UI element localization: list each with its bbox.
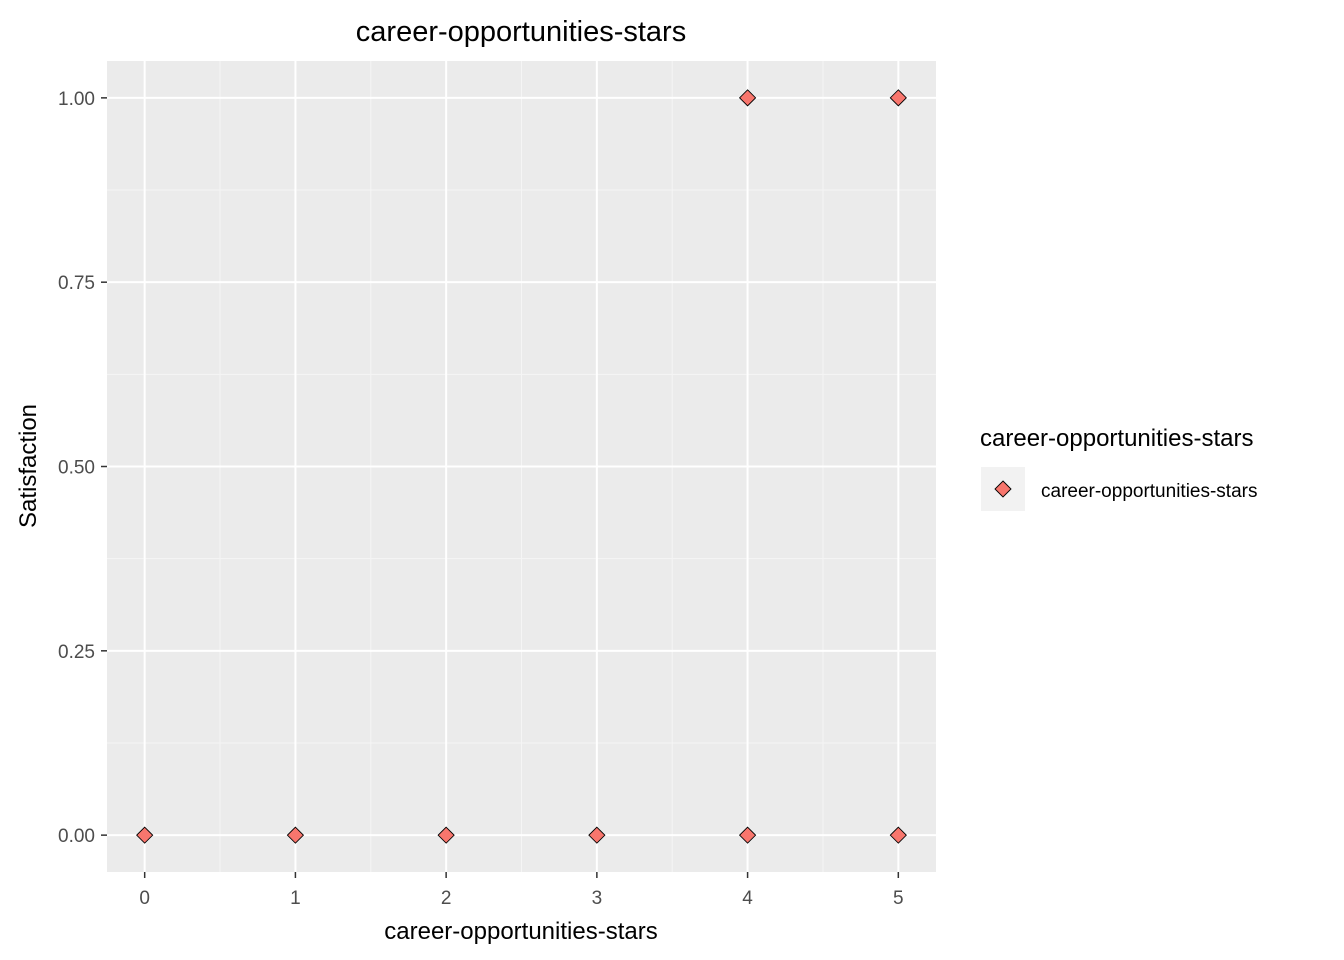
- data-point: [437, 826, 455, 844]
- x-tick-label: 0: [139, 888, 150, 909]
- legend-title: career-opportunities-stars: [980, 425, 1253, 452]
- legend-entry-label: career-opportunities-stars: [1041, 481, 1257, 502]
- data-point: [738, 89, 757, 107]
- data-point: [286, 826, 305, 844]
- y-tick-label: 0.00: [58, 826, 95, 847]
- y-tick-label: 1.00: [58, 89, 95, 110]
- y-axis-title: Satisfaction: [15, 404, 42, 528]
- data-points: [136, 89, 907, 844]
- legend-diamond-marker: [994, 480, 1012, 498]
- data-point: [889, 826, 907, 844]
- x-tick-label: 4: [742, 888, 753, 909]
- legend: career-opportunities-stars career-opport…: [980, 425, 1257, 511]
- chart-title: career-opportunities-stars: [356, 16, 686, 48]
- y-tick-label: 0.25: [58, 642, 95, 663]
- y-axis-ticks: 0.00 0.25 0.50 0.75 1.00: [58, 89, 107, 847]
- x-tick-label: 3: [592, 888, 603, 909]
- major-gridlines: [107, 61, 936, 872]
- x-tick-label: 2: [441, 888, 452, 909]
- data-point: [136, 826, 154, 844]
- y-tick-label: 0.75: [58, 273, 95, 294]
- x-axis-ticks: 0 1 2 3 4 5: [139, 872, 904, 909]
- legend-key-diamond-icon: [994, 480, 1012, 498]
- data-point: [738, 826, 757, 844]
- data-point: [889, 89, 907, 107]
- y-tick-label: 0.50: [58, 458, 95, 479]
- x-tick-label: 1: [290, 888, 301, 909]
- x-axis-title: career-opportunities-stars: [384, 918, 657, 945]
- x-tick-label: 5: [893, 888, 904, 909]
- data-point: [588, 826, 606, 844]
